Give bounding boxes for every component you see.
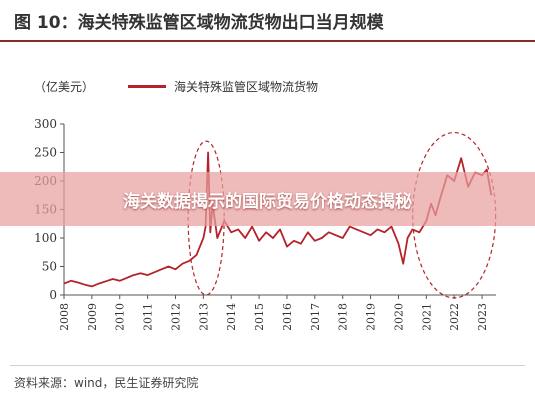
y-tick-label: 50 (42, 260, 57, 274)
x-tick-label: 2012 (169, 303, 182, 330)
chart-legend: 海关特殊监管区域物流货物 (128, 78, 318, 94)
x-tick-label: 2011 (142, 303, 155, 330)
legend-swatch (128, 84, 166, 88)
x-tick-label: 2013 (197, 303, 210, 330)
y-tick-label: 100 (34, 231, 57, 245)
x-tick-label: 2018 (337, 303, 350, 330)
figure-title: 图 10：海关特殊监管区域物流货物出口当月规模 (14, 13, 384, 33)
x-tick-label: 2010 (114, 303, 127, 330)
title-divider (0, 40, 535, 42)
banner-headline: 海关数据揭示的国际贸易价格动态揭秘 (123, 191, 412, 212)
y-axis-unit-label: （亿美元） (34, 80, 95, 94)
y-tick-label: 300 (34, 117, 57, 131)
legend-series-label: 海关特殊监管区域物流货物 (174, 79, 319, 94)
x-tick-label: 2015 (253, 303, 266, 330)
footer-divider (10, 365, 525, 366)
x-tick-label: 2016 (281, 303, 294, 330)
x-tick-label: 2017 (309, 303, 322, 330)
x-tick-label: 2008 (58, 303, 71, 330)
x-tick-label: 2023 (476, 303, 489, 330)
figure-header: 图 10：海关特殊监管区域物流货物出口当月规模 (0, 0, 535, 38)
x-tick-label: 2019 (365, 303, 378, 330)
y-tick-label: 250 (34, 146, 57, 160)
x-tick-label: 2020 (392, 303, 405, 330)
x-tick-label: 2014 (225, 303, 238, 330)
x-tick-label: 2009 (86, 303, 99, 330)
x-tick-label: 2022 (448, 303, 461, 330)
y-tick-label: 0 (49, 288, 57, 302)
source-note: 资料来源：wind，民生证券研究院 (14, 376, 199, 390)
overlay-banner: 海关数据揭示的国际贸易价格动态揭秘 (0, 172, 535, 226)
x-tick-label: 2021 (420, 303, 433, 330)
